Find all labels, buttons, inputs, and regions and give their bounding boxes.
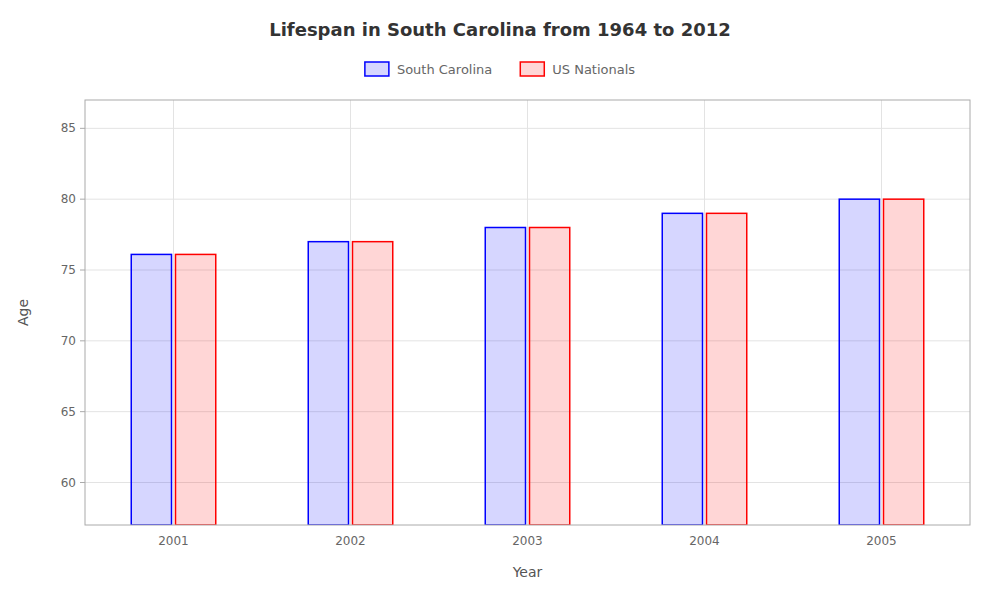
chart: 60 65 70 75 80 85 2001 2002 2003 2004 2005 Year Age L…: [0, 0, 1000, 600]
y-tick-label: 70: [61, 334, 76, 348]
x-grid-line: [173, 100, 174, 525]
x-grid-line: [527, 100, 528, 525]
legend-label: South Carolina: [397, 62, 492, 77]
plot-frame: [85, 100, 970, 525]
x-tick-label: 2002: [335, 534, 366, 548]
bar: [662, 213, 702, 525]
x-grid-line: [704, 100, 705, 525]
bar: [353, 242, 393, 525]
y-axis: 60 65 70 75 80 85: [61, 121, 85, 489]
legend-swatch: [365, 62, 389, 76]
legend-label: US Nationals: [552, 62, 635, 77]
y-tick: [80, 199, 85, 200]
legend-item: South Carolina: [365, 62, 492, 77]
y-tick: [80, 411, 85, 412]
x-tick-label: 2001: [158, 534, 189, 548]
bar: [308, 242, 348, 525]
bar: [839, 199, 879, 525]
x-grid-line: [350, 100, 351, 525]
y-tick: [80, 340, 85, 341]
x-tick-label: 2003: [512, 534, 543, 548]
bars: [131, 199, 924, 525]
y-axis-label: Age: [15, 299, 31, 326]
bar: [485, 228, 525, 526]
grid: [85, 100, 970, 525]
y-tick-label: 75: [61, 263, 76, 277]
y-tick-label: 80: [61, 192, 76, 206]
title: Lifespan in South Carolina from 1964 to …: [269, 19, 731, 40]
y-tick: [80, 128, 85, 129]
legend-swatch: [520, 62, 544, 76]
bar: [530, 228, 570, 526]
y-tick: [80, 482, 85, 483]
legend: South Carolina US Nationals: [365, 62, 635, 77]
y-tick-label: 85: [61, 121, 76, 135]
x-axis: 2001 2002 2003 2004 2005: [158, 534, 897, 548]
x-grid-line: [881, 100, 882, 525]
y-tick-label: 65: [61, 405, 76, 419]
bar: [131, 254, 171, 525]
y-tick-label: 60: [61, 476, 76, 490]
x-tick-label: 2004: [689, 534, 720, 548]
bar: [707, 213, 747, 525]
plot-area: [85, 100, 970, 525]
x-tick-label: 2005: [866, 534, 897, 548]
chart-container: 60 65 70 75 80 85 2001 2002 2003 2004 2005 Year Age L…: [0, 0, 1000, 600]
legend-item: US Nationals: [520, 62, 635, 77]
bar: [176, 254, 216, 525]
x-axis-label: Year: [512, 564, 543, 580]
y-tick: [80, 270, 85, 271]
bar: [884, 199, 924, 525]
